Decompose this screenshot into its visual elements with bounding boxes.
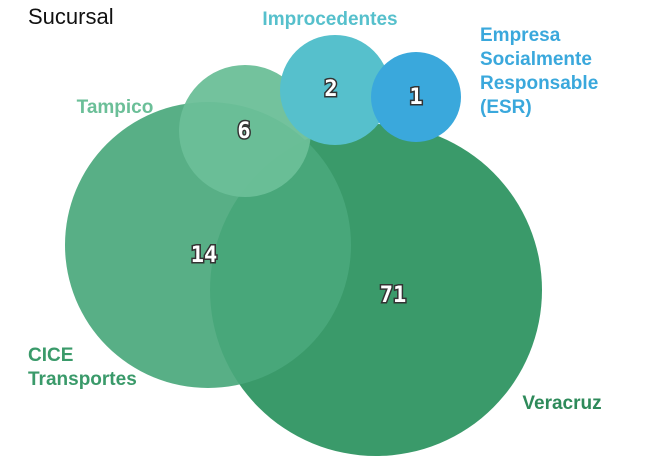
- bubble: [179, 65, 311, 197]
- value-label: 2: [324, 77, 337, 102]
- value-label: 71: [380, 283, 407, 308]
- chart-title: Sucursal: [28, 4, 114, 29]
- bubble: [371, 52, 461, 142]
- bubble: [280, 35, 390, 145]
- value-label: 1: [409, 85, 422, 110]
- legend-label: Tampico: [77, 97, 154, 118]
- legend-label: Improcedentes: [262, 9, 397, 30]
- legend-label: Empresa Socialmente Responsable (ESR): [480, 25, 598, 118]
- value-label: 14: [191, 243, 218, 268]
- value-label: 6: [237, 119, 250, 144]
- legend-label: Veracruz: [522, 393, 601, 414]
- legend-label: CICE Transportes: [28, 345, 137, 390]
